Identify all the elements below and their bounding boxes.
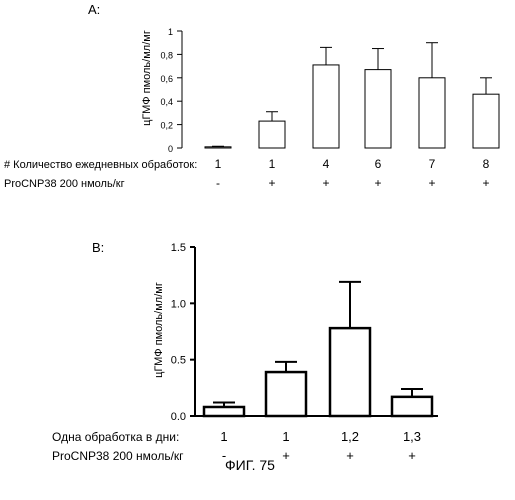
a-row-value: + — [374, 176, 381, 190]
a-row-value: + — [482, 176, 489, 190]
a-row-value: + — [322, 176, 329, 190]
a-row-value: 7 — [429, 157, 436, 171]
panel-b-label: B: — [92, 240, 104, 255]
a-bar — [419, 78, 445, 148]
b-row-value: 1 — [220, 429, 227, 444]
panel-a-y-axis-title: цГМФ пмоль/мл/мг — [141, 30, 153, 126]
b-bar — [266, 372, 306, 416]
b-y-tick-label: 0.0 — [171, 411, 186, 423]
a-row-value: 4 — [323, 157, 330, 171]
a-row-value: + — [268, 176, 275, 190]
b-bar — [330, 328, 370, 416]
a-bar — [205, 147, 231, 148]
a-y-tick-label: 0 — [168, 144, 173, 154]
a-y-tick-label: 0,4 — [160, 97, 173, 107]
a-bar — [365, 70, 391, 148]
a-row-value: 1 — [269, 157, 276, 171]
a-bar — [473, 94, 499, 148]
a-bar — [313, 65, 339, 148]
panel-b-bars — [204, 282, 432, 416]
panel-a-condition-rows: # Количество ежедневных обработок: 1 1 4 6 7 8… — [4, 157, 490, 190]
a-y-tick-label: 0,8 — [160, 50, 173, 60]
a-row-value: 6 — [375, 157, 382, 171]
b-row-label: Одна обработка в дни: — [52, 430, 179, 444]
b-row-value: 1,3 — [403, 429, 421, 444]
b-bar — [392, 397, 432, 416]
panel-a-bars — [205, 43, 499, 148]
a-y-tick-label: 0,2 — [160, 121, 173, 131]
b-row-value: 1,2 — [341, 429, 359, 444]
figure-caption: ФИГ. 75 — [225, 457, 275, 473]
a-row-value: + — [428, 176, 435, 190]
a-bar — [259, 121, 285, 148]
a-row-value: - — [216, 176, 220, 190]
b-y-tick-label: 1.5 — [171, 242, 186, 254]
b-row-value: + — [346, 448, 354, 463]
panel-a-label: A: — [88, 2, 100, 17]
a-y-tick-label: 0,6 — [160, 74, 173, 84]
b-row-value: 1 — [282, 429, 289, 444]
a-y-tick-label: 1 — [168, 27, 173, 37]
a-row-value: 8 — [483, 157, 490, 171]
a-row-label: ProCNP38 200 нмоль/кг — [4, 178, 125, 190]
a-row-label: # Количество ежедневных обработок: — [4, 159, 197, 171]
panel-b: B: цГМФ пмоль/мл/мг 0.0 0.5 1.0 1.5 Одна об… — [52, 240, 438, 463]
a-row-value: 1 — [215, 157, 222, 171]
b-row-value: + — [408, 448, 416, 463]
b-row-value: + — [282, 448, 290, 463]
b-y-tick-label: 1.0 — [171, 298, 186, 310]
b-bar — [204, 407, 244, 416]
b-y-tick-label: 0.5 — [171, 355, 186, 367]
panel-b-y-axis-title: цГМФ пмоль/мл/мг — [153, 282, 165, 378]
panel-a-axes: 0 0,2 0,4 0,6 0,8 1 — [160, 27, 182, 154]
panel-a: A: цГМФ пмоль/мл/мг 0 0,2 0,4 0,6 0,8 1 # Кол… — [4, 2, 499, 190]
b-row-label: ProCNP38 200 нмоль/кг — [52, 449, 184, 463]
